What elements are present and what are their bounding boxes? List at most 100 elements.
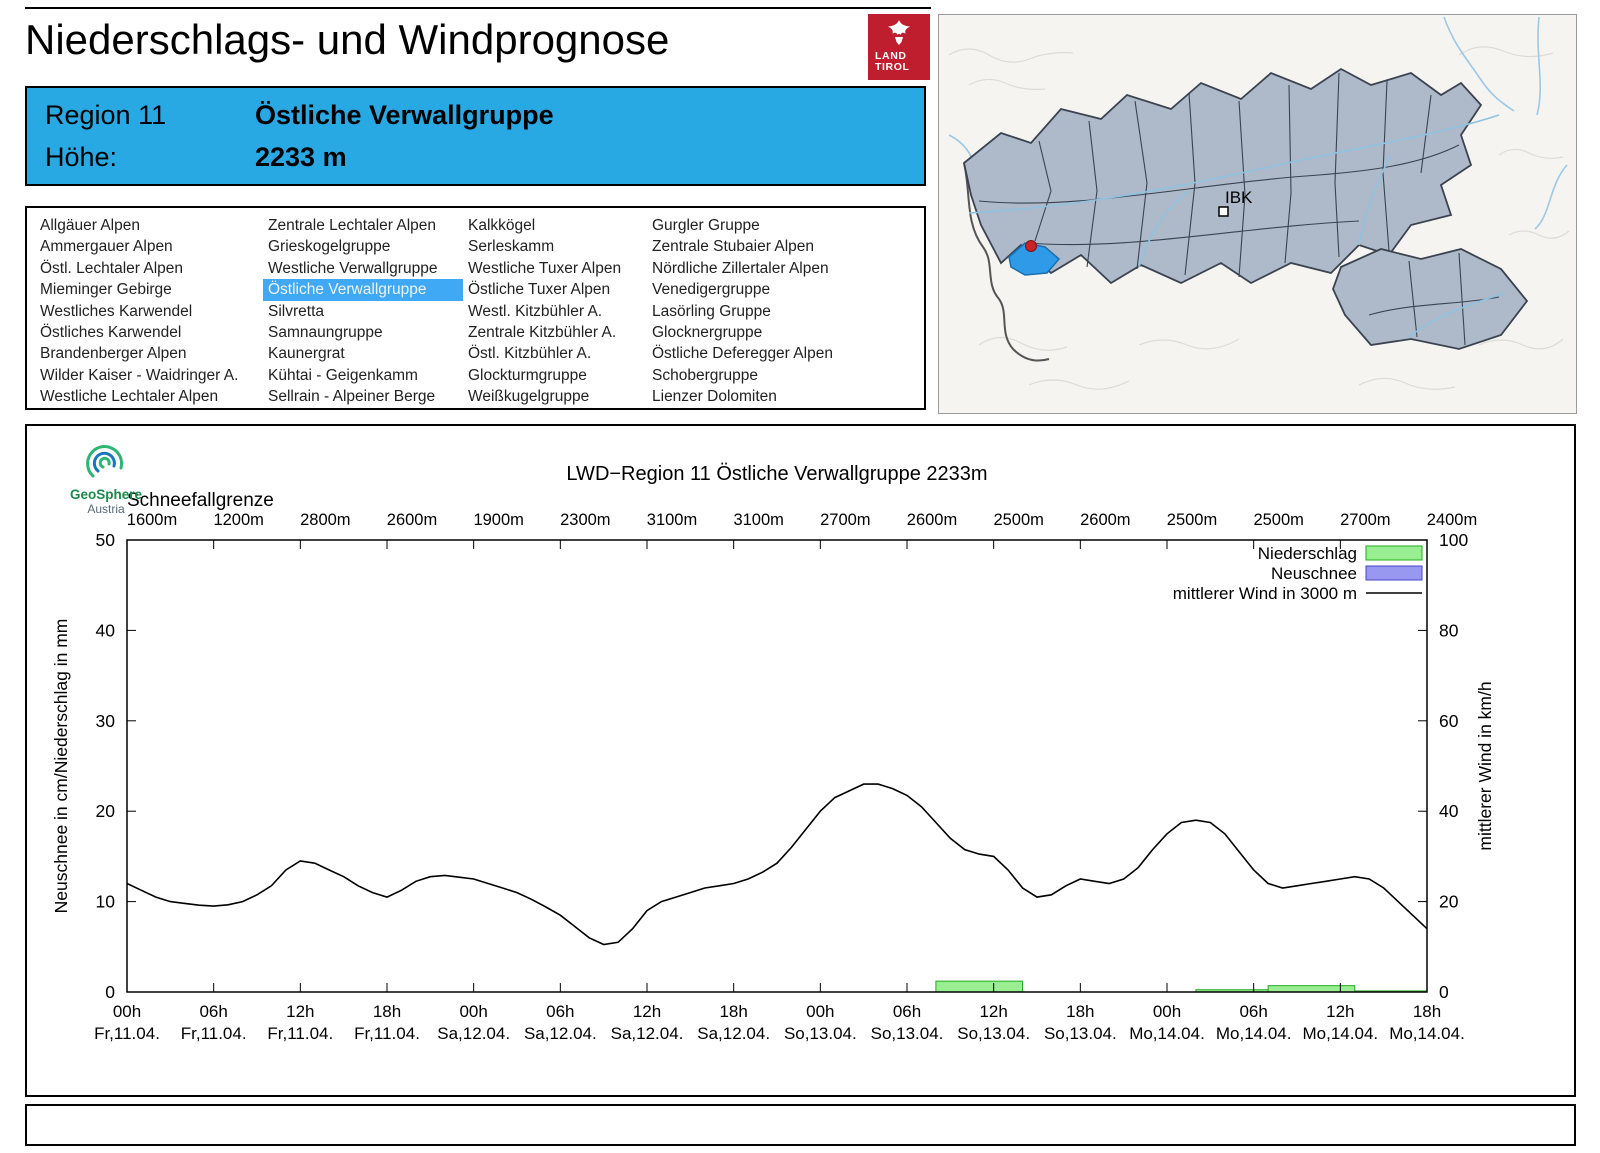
y-right-label: 0 xyxy=(1439,982,1449,1002)
wind-line xyxy=(126,783,1428,946)
region-list-item[interactable]: Lienzer Dolomiten xyxy=(652,388,777,406)
x-hour-label: 12h xyxy=(979,1002,1007,1021)
region-list-column: Gurgler Gruppe Zentrale Stubaier Alpen Nör… xyxy=(647,215,917,408)
y-right-label: 60 xyxy=(1439,711,1459,731)
snowline-value: 1900m xyxy=(473,511,523,529)
tirol-eagle-icon xyxy=(888,20,910,45)
region-list-item[interactable]: Lasörling Gruppe xyxy=(652,302,771,320)
region-list-item[interactable]: Samnaungruppe xyxy=(268,324,383,342)
tirol-map-svg: IBK xyxy=(939,15,1576,413)
map-region-shapes xyxy=(963,67,1529,350)
logo-text-tirol: TIROL xyxy=(875,61,910,73)
logo-text-land: LAND xyxy=(875,50,907,62)
legend-swatch xyxy=(1365,565,1423,581)
x-day-label: Fr,11.04. xyxy=(94,1024,160,1043)
plot-border xyxy=(126,539,1428,993)
x-hour-label: 00h xyxy=(459,1002,487,1021)
region-list-item[interactable]: Nördliche Zillertaler Alpen xyxy=(652,259,829,277)
region-list-item[interactable]: Gurgler Gruppe xyxy=(652,217,760,234)
region-list-item[interactable]: Westl. Kitzbühler A. xyxy=(468,302,603,320)
x-hour-label: 00h xyxy=(1153,1002,1181,1021)
region-name: Östliche Verwallgruppe xyxy=(255,100,554,130)
region-list-item[interactable]: Zentrale Kitzbühler A. xyxy=(468,324,617,342)
region-list-item[interactable]: Ammergauer Alpen xyxy=(40,238,173,256)
snowline-value: 1200m xyxy=(213,511,263,529)
geosphere-icon xyxy=(86,445,124,478)
region-info-box: Region 11 Östliche Verwallgruppe Höhe: 223… xyxy=(25,86,926,186)
snowline-value: 2400m xyxy=(1427,511,1477,529)
y-left-label: 50 xyxy=(96,530,116,550)
region-list-item[interactable]: Westliches Karwendel xyxy=(40,302,193,320)
y-right-axis-title: mittlerer Wind in km/h xyxy=(1475,681,1495,850)
region-list-item[interactable]: Brandenberger Alpen xyxy=(40,345,187,363)
region-list-item[interactable]: Westliche Tuxer Alpen xyxy=(468,259,622,277)
x-hour-label: 06h xyxy=(1239,1002,1267,1021)
region-list-item[interactable]: Wilder Kaiser - Waidringer A. xyxy=(40,366,239,384)
region-list-item[interactable]: Östliche Deferegger Alpen xyxy=(652,345,833,363)
y-right-label: 80 xyxy=(1439,620,1459,640)
snowline-value: 1600m xyxy=(127,511,177,529)
region-list-item[interactable]: Zentrale Lechtaler Alpen xyxy=(268,217,437,234)
chart-title: LWD−Region 11 Östliche Verwallgruppe 223… xyxy=(566,463,987,485)
land-tirol-logo: LAND TIROL xyxy=(868,14,930,80)
x-day-label: Fr,11.04. xyxy=(267,1024,333,1043)
x-hour-label: 06h xyxy=(546,1002,574,1021)
y-left-label: 40 xyxy=(96,620,116,640)
y-left-label: 20 xyxy=(96,801,116,821)
region-list-item[interactable]: Venedigergruppe xyxy=(652,281,771,299)
map-rivers xyxy=(968,114,1506,338)
snowline-value: 3100m xyxy=(647,511,697,529)
region-list-item[interactable]: Glocknergruppe xyxy=(652,324,763,342)
snowline-value: 2500m xyxy=(1167,511,1217,529)
region-list-column: Allgäuer Alpen Ammergauer Alpen Östl. Lech… xyxy=(35,215,263,408)
region-list-item[interactable]: Silvretta xyxy=(268,302,324,320)
region-list-column: Kalkkögel Serleskamm Westliche Tuxer Alpen… xyxy=(463,215,647,408)
region-list-item[interactable]: Schobergruppe xyxy=(652,366,758,384)
y-right-label: 20 xyxy=(1439,892,1459,912)
region-list-item[interactable]: Grieskogelgruppe xyxy=(268,238,391,256)
region-list-item[interactable]: Westliche Lechtaler Alpen xyxy=(40,388,219,406)
altitude-label: Höhe: xyxy=(45,142,118,172)
region-list-item[interactable]: Kühtai - Geigenkamm xyxy=(268,366,418,384)
geosphere-logo: GeoSphere Austria xyxy=(51,440,161,516)
region-list-item[interactable]: Östl. Lechtaler Alpen xyxy=(40,259,184,277)
region-list-item[interactable]: Weißkugelgruppe xyxy=(468,388,590,406)
region-list-item[interactable]: Östliche Tuxer Alpen xyxy=(468,281,611,299)
region-list-item[interactable]: Sellrain - Alpeiner Berge xyxy=(268,388,436,406)
region-list-item[interactable]: Kaunergrat xyxy=(268,345,345,363)
x-hour-label: 06h xyxy=(199,1002,227,1021)
snowline-value: 2600m xyxy=(1080,511,1130,529)
x-hour-label: 06h xyxy=(893,1002,921,1021)
region-list-item[interactable]: Kalkkögel xyxy=(468,217,536,234)
forecast-chart-panel: GeoSphere Austria LWD−Region 11 Östliche… xyxy=(25,424,1576,1097)
tirol-map[interactable]: IBK xyxy=(938,14,1577,414)
snowline-value: 2300m xyxy=(560,511,610,529)
region-list-item[interactable]: Westliche Verwallgruppe xyxy=(268,259,438,277)
region-list-item[interactable]: Östl. Kitzbühler A. xyxy=(468,345,592,363)
y-left-label: 30 xyxy=(96,711,116,731)
x-day-label: Sa,12.04. xyxy=(611,1024,684,1043)
x-day-label: Sa,12.04. xyxy=(437,1024,510,1043)
region-list-item[interactable]: Zentrale Stubaier Alpen xyxy=(652,238,814,256)
y-right-label: 100 xyxy=(1439,530,1468,550)
region-list-item[interactable]: Allgäuer Alpen xyxy=(40,217,140,234)
region-list-item[interactable]: Mieminger Gebirge xyxy=(40,281,172,299)
legend-label: Niederschlag xyxy=(1258,544,1357,563)
snowline-value: 2700m xyxy=(820,511,870,529)
legend-swatch xyxy=(1365,545,1423,561)
x-hour-label: 12h xyxy=(286,1002,314,1021)
region-list-item[interactable]: Glockturmgruppe xyxy=(468,366,587,384)
x-day-label: Mo,14.04. xyxy=(1303,1024,1379,1043)
x-hour-label: 18h xyxy=(373,1002,401,1021)
region-list-column: Zentrale Lechtaler Alpen Grieskogelgruppe… xyxy=(263,215,463,408)
region-list-item-selected[interactable]: Östliche Verwallgruppe xyxy=(263,279,463,301)
legend-label: Neuschnee xyxy=(1271,564,1357,583)
x-day-label: Mo,14.04. xyxy=(1216,1024,1292,1043)
snowline-label: Schneefallgrenze xyxy=(127,490,274,511)
x-day-label: Sa,12.04. xyxy=(524,1024,597,1043)
snowline-value: 2800m xyxy=(300,511,350,529)
region-list-item[interactable]: Östliches Karwendel xyxy=(40,324,182,342)
x-day-label: So,13.04. xyxy=(784,1024,857,1043)
region-list-item[interactable]: Serleskamm xyxy=(468,238,555,256)
